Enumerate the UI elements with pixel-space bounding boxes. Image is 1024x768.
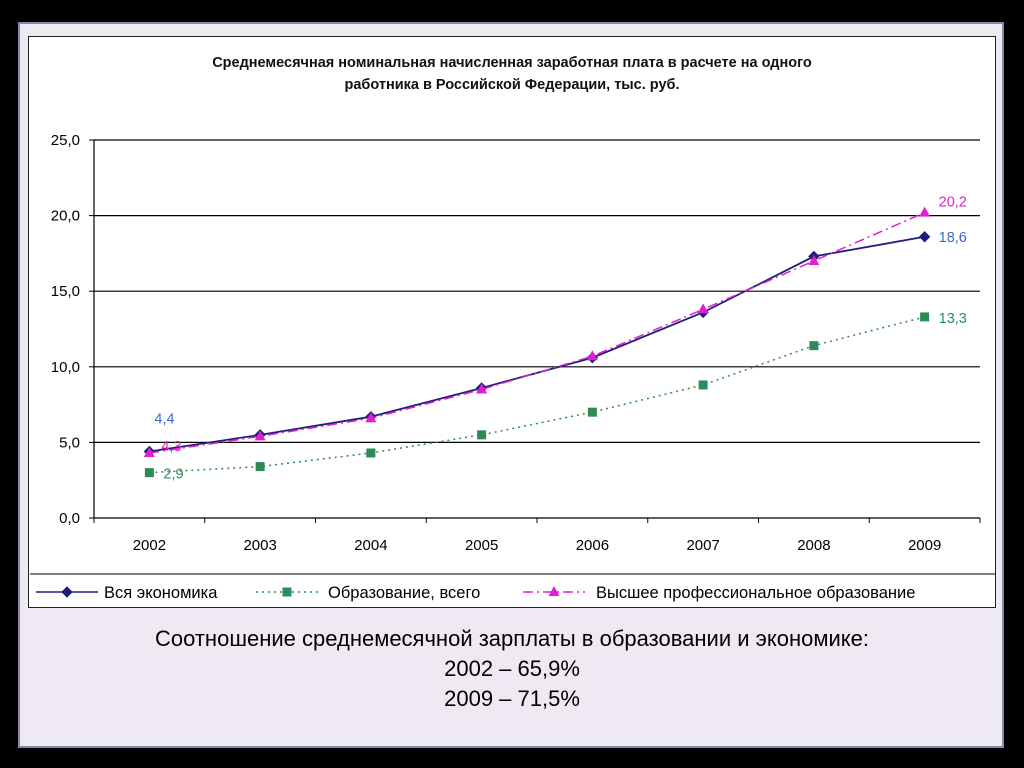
series-2 [144, 312, 930, 478]
x-tick-label: 2006 [576, 537, 609, 554]
data-point [365, 412, 377, 423]
data-point [477, 430, 487, 440]
series-line [149, 316, 925, 474]
data-point [254, 430, 266, 441]
data-point [919, 206, 931, 217]
x-tick-label: 2009 [908, 537, 941, 554]
legend-marker [61, 586, 73, 598]
data-point [920, 312, 930, 322]
data-point [918, 231, 931, 243]
y-tick-label: 20,0 [51, 208, 80, 225]
data-point [586, 350, 598, 361]
chart-title-line-2: работника в Российской Федерации, тыс. р… [344, 77, 680, 93]
legend-item-3: Высшее профессиональное образование [523, 584, 915, 602]
y-tick-label: 5,0 [59, 434, 80, 451]
legend-item-1: Вся экономика [36, 584, 218, 602]
data-point [144, 468, 154, 478]
data-point [476, 383, 488, 394]
x-tick-label: 2004 [354, 537, 387, 554]
x-tick-label: 2005 [465, 537, 498, 554]
legend-label: Образование, всего [328, 584, 480, 602]
x-tick-label: 2002 [133, 537, 166, 554]
caption-line-3: 2009 – 71,5% [444, 686, 580, 711]
data-label: 2,9 [163, 467, 183, 483]
y-tick-label: 25,0 [51, 132, 80, 149]
data-label: 4,3 [161, 439, 181, 455]
caption: Соотношение среднемесячной зарплаты в об… [20, 624, 1004, 714]
legend-label: Высшее профессиональное образование [596, 584, 915, 602]
legend-label: Вся экономика [104, 584, 218, 602]
caption-line-2: 2002 – 65,9% [444, 656, 580, 681]
data-label: 4,4 [154, 411, 174, 427]
data-point [587, 407, 597, 417]
x-tick-label: 2008 [797, 537, 830, 554]
legend-marker [548, 586, 560, 596]
data-label: 13,3 [939, 311, 967, 327]
data-point [255, 462, 265, 472]
x-tick-label: 2003 [243, 537, 276, 554]
series-3 [143, 206, 931, 457]
x-tick-label: 2007 [686, 537, 719, 554]
data-point [366, 448, 376, 458]
data-point [698, 380, 708, 390]
data-label: 18,6 [939, 230, 967, 246]
y-tick-label: 0,0 [59, 510, 80, 527]
data-point [697, 303, 709, 314]
chart-title: Среднемесячная номинальная начисленная з… [40, 52, 984, 96]
data-point [143, 446, 155, 457]
data-point [809, 341, 819, 351]
series-line [149, 211, 925, 454]
chart-title-line-1: Среднемесячная номинальная начисленная з… [212, 55, 812, 71]
series-line [149, 235, 925, 453]
y-tick-label: 15,0 [51, 283, 80, 300]
legend-marker [282, 587, 292, 597]
data-label: 20,2 [939, 195, 967, 211]
legend-item-2: Образование, всего [256, 584, 480, 602]
y-tick-label: 10,0 [51, 359, 80, 376]
data-point [808, 254, 820, 265]
caption-line-1: Соотношение среднемесячной зарплаты в об… [154, 626, 869, 651]
chart-area [28, 36, 996, 608]
